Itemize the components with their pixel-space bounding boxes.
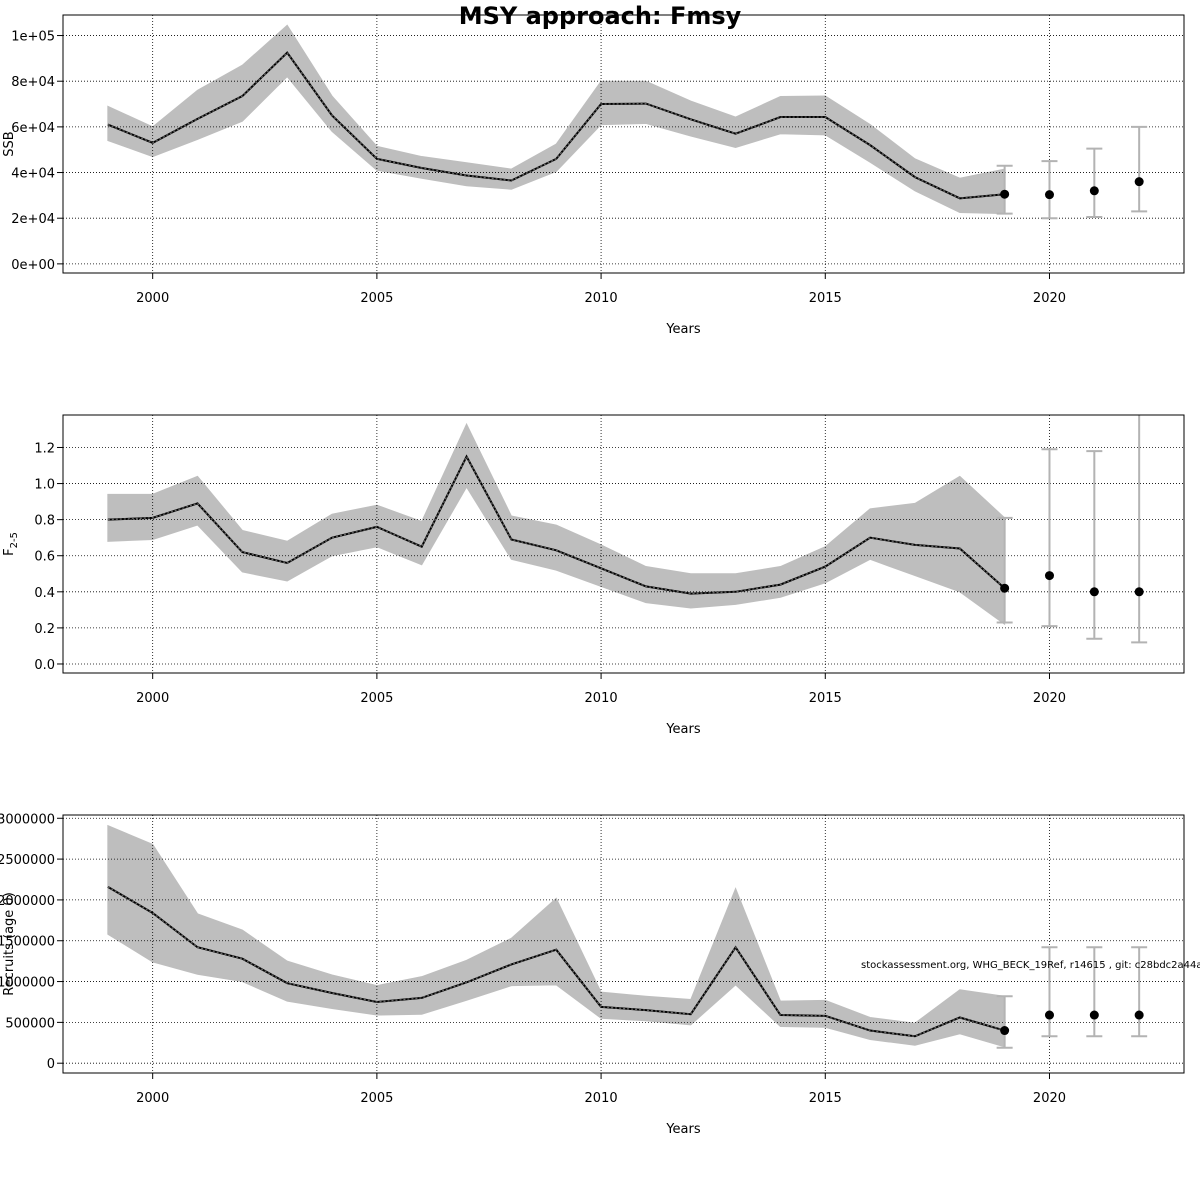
y-tick-label: 8e+04 <box>11 75 55 90</box>
x-tick-label: 2015 <box>809 691 842 706</box>
forecast-point <box>1000 583 1010 593</box>
x-tick-label: 2010 <box>585 291 618 306</box>
y-tick-label: 3000000 <box>0 812 55 827</box>
estimate-line-dots <box>107 455 1006 595</box>
x-tick-label: 2005 <box>360 691 393 706</box>
estimate-line-dots <box>107 886 1005 1037</box>
y-tick-label: 1.0 <box>34 478 55 493</box>
y-tick-label: 6e+04 <box>11 121 55 136</box>
x-tick-label: 2010 <box>585 1091 618 1106</box>
forecast-point <box>1044 190 1054 200</box>
confidence-band <box>107 24 1006 215</box>
x-tick-label: 2015 <box>809 291 842 306</box>
x-axis-label: Years <box>665 722 701 737</box>
footnote: stockassessment.org, WHG_BECK_19Ref, r14… <box>861 960 1200 971</box>
y-axis-label-subscript: 2-5 <box>9 532 20 548</box>
x-tick-label: 2000 <box>136 691 169 706</box>
y-tick-label: 1000000 <box>0 976 55 991</box>
y-tick-label: 0.2 <box>34 622 55 637</box>
plot-frame <box>62 14 1185 274</box>
y-tick-label: 0 <box>47 1057 55 1072</box>
y-tick-label: 2000000 <box>0 894 55 909</box>
y-axis-label-base: F <box>2 548 17 555</box>
y-tick-label: 1.2 <box>34 441 55 456</box>
panel-f: 2000 2005 2010 2015 2020 0.0 0.2 0.4 0.6 0.8 1.0 1.… <box>2 414 1185 737</box>
y-tick-label: 1500000 <box>0 935 55 950</box>
y-tick-label: 0.4 <box>34 586 55 601</box>
x-tick-label: 2005 <box>360 1091 393 1106</box>
forecast-point <box>1089 186 1099 196</box>
x-axis-label: Years <box>665 1122 701 1137</box>
estimate-line-dots <box>107 51 1005 199</box>
y-tick-label: 1e+05 <box>11 30 55 45</box>
y-tick-label: 2e+04 <box>11 212 55 227</box>
x-tick-label: 2020 <box>1033 691 1066 706</box>
x-tick-label: 2000 <box>136 1091 169 1106</box>
y-axis-label: Recruits (age 0) <box>2 892 17 996</box>
x-tick-label: 2005 <box>360 291 393 306</box>
forecast-point <box>1000 189 1010 199</box>
y-tick-label: 0e+00 <box>11 258 55 273</box>
x-tick-label: 2000 <box>136 291 169 306</box>
panels: 2000 2005 2010 2015 2020 0e+00 2e+04 4e+04 6e+04… <box>0 14 1185 1137</box>
forecast-point <box>1044 1010 1054 1020</box>
forecast-point <box>1044 571 1054 581</box>
y-tick-label: 4e+04 <box>11 167 55 182</box>
plot-frame <box>62 814 1185 1074</box>
x-tick-label: 2015 <box>809 1091 842 1106</box>
confidence-band <box>107 422 1006 626</box>
panel-ssb: 2000 2005 2010 2015 2020 0e+00 2e+04 4e+04 6e+04… <box>2 14 1185 337</box>
forecast-point <box>1134 1010 1144 1020</box>
y-tick-label: 2500000 <box>0 853 55 868</box>
y-tick-label: 0.0 <box>34 658 55 673</box>
y-axis-label: F2-5 <box>2 532 20 556</box>
panel-recruits: 2000 2005 2010 2015 2020 0 500000 1000000 150000… <box>0 812 1185 1137</box>
y-tick-label: 0.8 <box>34 514 55 529</box>
x-tick-label: 2010 <box>585 691 618 706</box>
plot-area <box>63 815 1184 1073</box>
plot-area <box>63 415 1184 673</box>
y-tick-label: 0.6 <box>34 550 55 565</box>
y-tick-label: 500000 <box>5 1016 55 1031</box>
forecast-point <box>1134 177 1144 187</box>
forecast-point <box>1089 587 1099 597</box>
y-axis-label: SSB <box>2 131 17 156</box>
forecast-point <box>1134 587 1144 597</box>
x-tick-label: 2020 <box>1033 1091 1066 1106</box>
x-tick-label: 2020 <box>1033 291 1066 306</box>
plot-frame <box>62 414 1185 674</box>
plot-area <box>63 15 1184 273</box>
x-axis-label: Years <box>665 322 701 337</box>
forecast-point <box>1089 1010 1099 1020</box>
chart-title: MSY approach: Fmsy <box>459 2 742 30</box>
forecast-point <box>1000 1026 1010 1036</box>
